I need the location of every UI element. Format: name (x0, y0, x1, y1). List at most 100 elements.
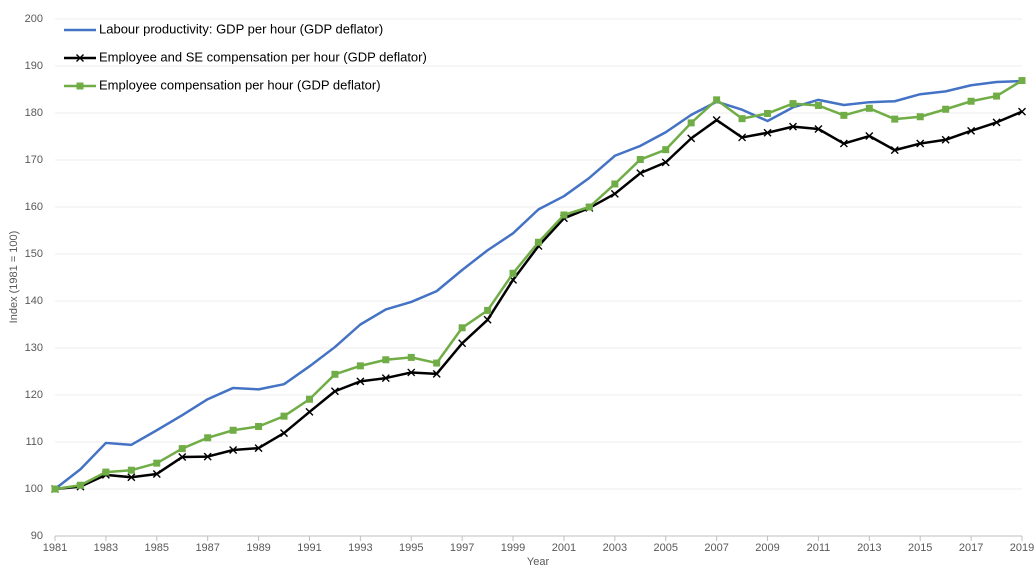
marker (484, 306, 492, 314)
x-tick-label: 2013 (857, 542, 881, 554)
marker (509, 269, 517, 277)
marker (229, 426, 237, 434)
y-tick-label: 120 (25, 389, 43, 401)
marker (662, 146, 670, 154)
x-tick-label: 2003 (603, 542, 627, 554)
marker (127, 473, 136, 482)
marker (432, 369, 441, 378)
x-axis-label: Year (527, 556, 550, 567)
series-line (54, 79, 1023, 490)
marker (712, 116, 721, 125)
marker (992, 118, 1001, 127)
marker (407, 353, 415, 361)
x-tick-label: 2015 (908, 542, 932, 554)
marker (839, 139, 848, 148)
marker (102, 468, 110, 476)
y-tick-label: 160 (25, 201, 43, 213)
marker (331, 370, 339, 378)
x-tick-label: 2009 (755, 542, 779, 554)
x-tick-label: 1997 (450, 542, 474, 554)
marker (661, 158, 670, 167)
marker (127, 466, 135, 474)
marker (407, 368, 416, 377)
legend-label: Employee and SE compensation per hour (G… (99, 49, 427, 64)
marker (763, 128, 772, 137)
marker (76, 82, 84, 90)
marker (713, 96, 721, 104)
marker (433, 359, 441, 367)
marker (814, 124, 823, 133)
x-tick-label: 1989 (246, 542, 270, 554)
marker (890, 146, 899, 155)
y-tick-label: 190 (25, 60, 43, 72)
marker (942, 105, 950, 113)
x-tick-label: 2017 (959, 542, 983, 554)
marker (229, 445, 238, 454)
marker (687, 134, 696, 143)
x-tick-label: 1985 (145, 542, 169, 554)
marker (204, 434, 212, 442)
marker (1018, 77, 1026, 85)
y-axis-label: Index (1981 = 100) (8, 231, 20, 324)
marker (458, 339, 467, 348)
marker (636, 169, 645, 178)
marker (610, 189, 619, 198)
marker (356, 377, 365, 386)
marker (381, 374, 390, 383)
marker (560, 211, 568, 219)
marker (76, 481, 84, 489)
x-tick-label: 1993 (348, 542, 372, 554)
marker (840, 111, 848, 119)
marker (585, 203, 593, 211)
x-tick-label: 1981 (43, 542, 67, 554)
marker (687, 119, 695, 127)
marker (152, 469, 161, 478)
x-tick-label: 1991 (297, 542, 321, 554)
marker (535, 238, 542, 246)
marker (967, 126, 976, 135)
x-tick-label: 2001 (552, 542, 576, 554)
y-tick-label: 150 (25, 248, 43, 260)
marker (203, 452, 212, 461)
marker (941, 135, 950, 144)
marker (738, 133, 747, 142)
marker (993, 92, 1001, 100)
series-line (54, 110, 1023, 491)
y-tick-label: 200 (25, 13, 43, 25)
marker (255, 422, 263, 430)
marker (814, 101, 822, 109)
marker (916, 113, 924, 121)
marker (280, 412, 288, 420)
marker (1018, 107, 1026, 116)
y-tick-label: 170 (25, 154, 43, 166)
marker (51, 485, 59, 493)
marker (178, 445, 186, 453)
marker (76, 54, 84, 62)
x-tick-label: 2007 (704, 542, 728, 554)
marker (382, 356, 390, 364)
x-tick-label: 2005 (653, 542, 677, 554)
marker (153, 459, 161, 467)
marker (789, 100, 797, 108)
marker (178, 453, 187, 462)
series-line (54, 79, 1023, 491)
marker (865, 132, 874, 141)
marker (891, 115, 899, 123)
marker (305, 407, 314, 416)
y-tick-label: 140 (25, 295, 43, 307)
marker (636, 156, 644, 164)
marker (764, 109, 772, 117)
marker (916, 139, 925, 148)
marker (788, 122, 797, 131)
legend-label: Labour productivity: GDP per hour (GDP d… (99, 21, 383, 36)
marker (967, 97, 975, 105)
marker (280, 429, 289, 438)
x-tick-label: 2011 (807, 542, 831, 554)
marker (611, 180, 619, 188)
x-tick-label: 1983 (94, 542, 118, 554)
marker (483, 315, 492, 324)
x-tick-label: 1995 (399, 542, 423, 554)
y-tick-label: 130 (25, 342, 43, 354)
